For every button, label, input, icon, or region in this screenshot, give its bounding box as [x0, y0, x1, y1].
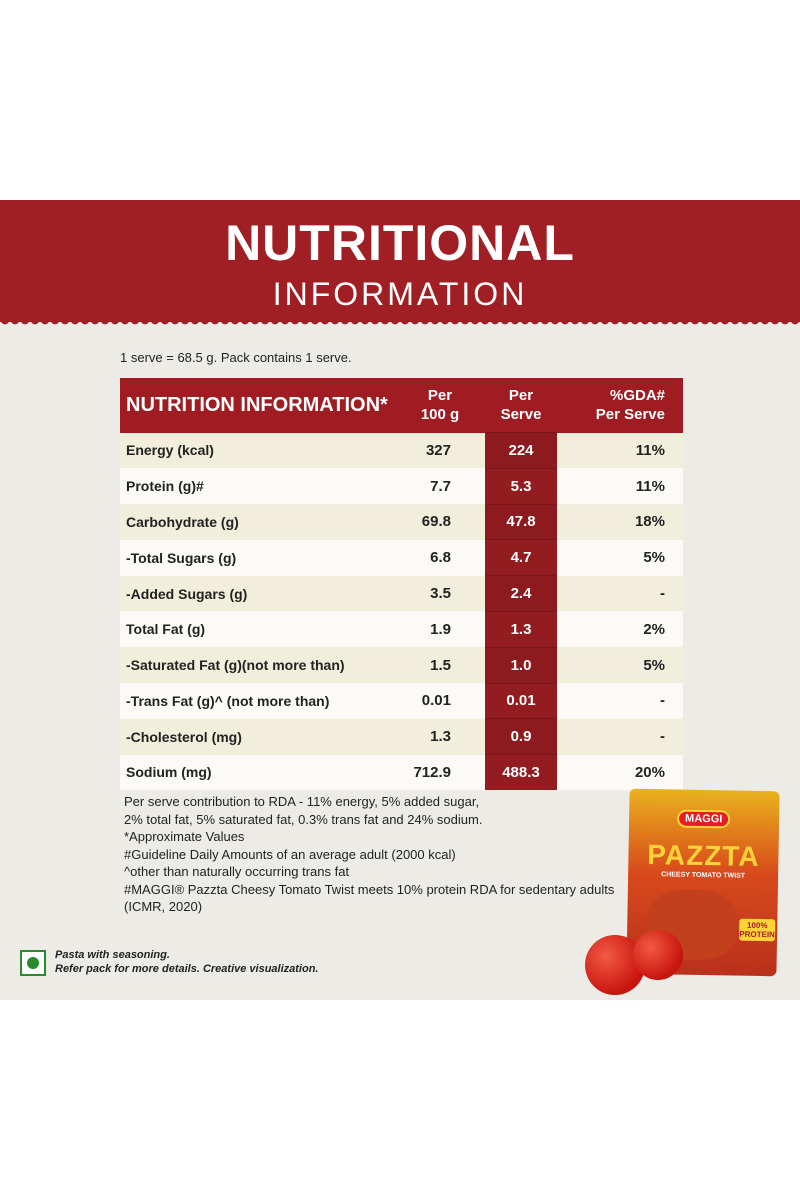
footnote: ^other than naturally occurring trans fa… — [124, 864, 350, 879]
table-cell: 5.3 — [485, 467, 557, 505]
footnote: 2% total fat, 5% saturated fat, 0.3% tra… — [124, 811, 483, 827]
pack-name: PAZZTA — [647, 839, 760, 872]
table-row: -Total Sugars (g) 6.8 4.7 5% — [120, 539, 683, 576]
table-cell: 1.3 — [485, 610, 557, 648]
table-cell: 11% — [557, 468, 683, 505]
table-cell: - — [557, 575, 683, 612]
table-cell: -Trans Fat (g)^ (not more than) — [120, 683, 395, 719]
table-cell: 1.3 — [395, 718, 485, 755]
pack-badge: 100% PROTEIN — [738, 918, 776, 942]
table-cell: 47.8 — [485, 503, 557, 540]
table-body: Energy (kcal) 327 224 11% Protein (g)# 7.7 5.3… — [120, 432, 683, 790]
badge-line: PROTEIN — [739, 929, 775, 940]
table-cell: 11% — [557, 432, 683, 469]
pack-brand: MAGGI — [676, 809, 731, 829]
table-cell: - — [557, 718, 683, 755]
table-cell: - — [557, 683, 683, 719]
table-cell: 0.01 — [395, 683, 485, 719]
table-row: -Saturated Fat (g)(not more than) 1.5 1.0 5… — [120, 646, 683, 684]
veg-dot — [27, 957, 39, 969]
table-cell: Total Fat (g) — [120, 611, 395, 648]
footnote: (ICMR, 2020) — [124, 899, 203, 914]
table-cell: 2.4 — [485, 575, 557, 612]
title: NUTRITIONAL — [225, 215, 575, 271]
table-cell: 1.0 — [485, 646, 557, 684]
header-row: NUTRITION INFORMATION* Per 100 g Per Serve %G… — [120, 378, 683, 433]
table-cell: Energy (kcal) — [120, 432, 395, 469]
header-line: Per Serve — [595, 406, 665, 424]
table-row: Total Fat (g) 1.9 1.3 2% — [120, 610, 683, 648]
veg-note: Pasta with seasoning. Refer pack for more… — [55, 948, 318, 976]
table-cell: -Cholesterol (mg) — [120, 718, 395, 755]
table-cell: 6.8 — [395, 539, 485, 576]
footnote: #Guideline Daily Amounts of an average a… — [124, 846, 456, 862]
table-cell: 5% — [557, 647, 683, 684]
table-cell: Protein (g)# — [120, 468, 395, 505]
nutrition-table: NUTRITION INFORMATION* Per 100 g Per Serve %G… — [120, 378, 683, 790]
veg-note-line: Refer pack for more details. Creative vi… — [55, 963, 319, 975]
table-cell: 2% — [557, 611, 683, 648]
table-cell: -Total Sugars (g) — [120, 539, 395, 576]
veg-mark — [20, 950, 46, 976]
veg-note-line: Pasta with seasoning. — [55, 949, 170, 961]
table-cell: 3.5 — [395, 575, 485, 612]
subtitle: INFORMATION — [272, 276, 528, 312]
tomato — [633, 930, 683, 980]
header-line: %GDA# — [609, 387, 665, 405]
table-cell: -Saturated Fat (g)(not more than) — [120, 647, 395, 684]
table-cell: -Added Sugars (g) — [120, 575, 395, 612]
column-header: Per Serve — [485, 378, 557, 433]
table-cell: Sodium (mg) — [120, 754, 395, 790]
column-header: Per 100 g — [395, 378, 485, 433]
table-cell: 7.7 — [395, 468, 485, 505]
table-row: -Added Sugars (g) 3.5 2.4- — [120, 575, 683, 612]
table-cell: 224 — [485, 432, 557, 469]
table-row: Protein (g)# 7.7 5.3 11% — [120, 467, 683, 505]
table-cell: 4.7 — [485, 539, 557, 576]
table-cell: 20% — [557, 754, 683, 790]
column-header: NUTRITION INFORMATION* — [120, 378, 395, 433]
header-edge — [0, 320, 800, 328]
table-cell: 1.9 — [395, 611, 485, 648]
table-cell: 0.9 — [485, 718, 557, 755]
header-line: Per — [508, 387, 534, 404]
column-header: %GDA# Per Serve — [557, 378, 683, 433]
footnote: *Approximate Values — [124, 829, 245, 844]
header-line: 100 g — [420, 406, 460, 424]
table-cell: 0.01 — [485, 682, 557, 719]
table-row: -Trans Fat (g)^ (not more than) 0.01 0.01- — [120, 682, 683, 719]
table-cell: 5% — [557, 539, 683, 576]
serve-note: 1 serve = 68.5 g. Pack contains 1 serve. — [120, 350, 352, 365]
header-line: Per — [427, 387, 453, 405]
table-cell: 327 — [395, 432, 485, 469]
header-line: Serve — [500, 406, 542, 423]
table-row: Sodium (mg) 712.9 488.3 20% — [120, 754, 683, 790]
table-cell: Carbohydrate (g) — [120, 504, 395, 540]
table-row: Carbohydrate (g) 69.8 47.8 18% — [120, 503, 683, 540]
table-cell: 1.5 — [395, 647, 485, 684]
footnotes: Per serve contribution to RDA - 11% ener… — [124, 793, 614, 916]
pack-flavour: CHEESY TOMATO TWIST — [661, 871, 746, 880]
table-cell: 69.8 — [395, 504, 485, 540]
footnote: Per serve contribution to RDA - 11% ener… — [124, 794, 480, 809]
table-row: -Cholesterol (mg) 1.3 0.9- — [120, 718, 683, 755]
table-cell: 488.3 — [485, 754, 557, 790]
footnote: #MAGGI® Pazzta Cheesy Tomato Twist meets… — [124, 881, 615, 897]
table-row: Energy (kcal) 327 224 11% — [120, 432, 683, 469]
table-cell: 18% — [557, 504, 683, 540]
header-band — [0, 200, 800, 322]
table-cell: 712.9 — [395, 754, 485, 790]
